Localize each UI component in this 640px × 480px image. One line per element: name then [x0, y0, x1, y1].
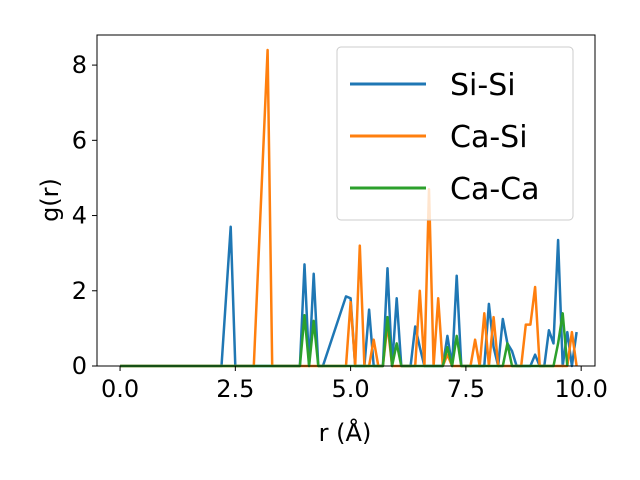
- x-tick-label: 10.0: [554, 375, 607, 403]
- legend-label-0: Si-Si: [450, 68, 516, 103]
- y-tick-label: 6: [72, 126, 87, 154]
- y-tick-label: 8: [72, 51, 87, 79]
- y-tick-label: 2: [72, 277, 87, 305]
- y-axis-label: g(r): [36, 178, 64, 222]
- x-tick-label: 0.0: [101, 375, 139, 403]
- x-axis-ticks: 0.0 2.5 5.0 7.5 10.0: [101, 366, 608, 403]
- x-axis-label: r (Å): [319, 418, 372, 447]
- plot-frame: [96, 34, 596, 367]
- legend-label-2: Ca-Ca: [450, 172, 540, 207]
- legend: Si-Si Ca-Si Ca-Ca: [336, 46, 574, 221]
- y-axis-ticks: 0 2 4 6 8: [72, 51, 97, 380]
- x-tick-label: 5.0: [332, 375, 370, 403]
- y-tick-label: 0: [72, 352, 87, 380]
- x-tick-label: 2.5: [216, 375, 254, 403]
- legend-box: [336, 46, 574, 221]
- x-tick-label: 7.5: [447, 375, 485, 403]
- y-tick-label: 4: [72, 202, 87, 230]
- legend-label-1: Ca-Si: [450, 120, 528, 155]
